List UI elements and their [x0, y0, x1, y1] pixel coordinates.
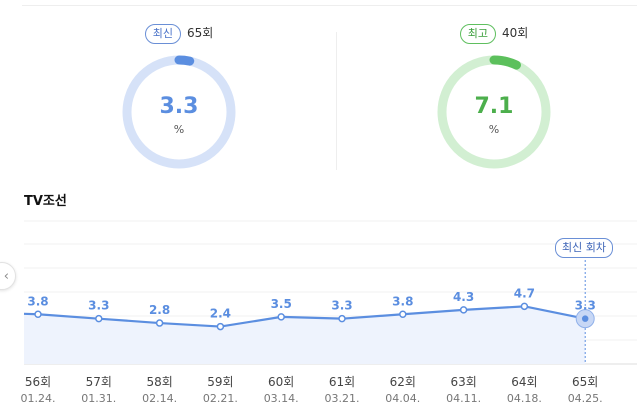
best-rating-header: 최고 40회 [394, 24, 594, 44]
value-label: 3.3 [331, 299, 352, 313]
chart-point [277, 313, 285, 321]
x-label-episode: 58회 [146, 375, 172, 389]
top-divider [22, 5, 637, 6]
latest-episode-tag: 최신 회차 [555, 238, 613, 258]
channel-name: TV조선 [24, 194, 67, 209]
value-label: 3.3 [88, 299, 109, 313]
chart-point [520, 302, 529, 311]
latest-rating-card: 최신 65회 3.3 % [79, 22, 279, 172]
x-label-episode: 63회 [450, 375, 476, 389]
chart-point [216, 322, 225, 331]
x-label-date: 02.21. [203, 392, 238, 405]
value-label: 3.3 [575, 299, 596, 313]
best-rating-ring [437, 55, 551, 169]
chart-point [399, 310, 407, 319]
best-ring-progress [437, 55, 551, 169]
latest-rating-header: 최신 65회 [79, 24, 279, 44]
chart-point [581, 315, 589, 322]
x-label-episode: 62회 [390, 375, 416, 389]
chart-x-labels: 56회 01.24. 57회 01.31. 58회 02.14. 59회 02.21. 60회 0… [21, 375, 603, 405]
x-label-episode: 57회 [86, 375, 112, 389]
chart-points [34, 302, 595, 331]
latest-rating-ring [122, 55, 236, 169]
best-badge: 최고 [459, 24, 496, 44]
chart-point [95, 314, 103, 323]
value-label: 3.5 [271, 297, 292, 311]
chart-point [34, 310, 42, 319]
latest-ring-progress [122, 55, 236, 169]
x-label-date: 04.04. [385, 392, 420, 405]
x-label-episode: 56회 [25, 375, 51, 389]
chart-area-fill [24, 306, 586, 364]
latest-rating-value: 3.3 [159, 94, 199, 119]
x-label-episode: 64회 [511, 375, 537, 389]
x-label-date: 04.25. [568, 392, 603, 405]
chart-value-labels: 3.8 3.3 2.8 2.4 3.5 3.3 3.8 4.3 4.7 3.3 [27, 286, 595, 320]
x-label-date: 03.21. [325, 392, 360, 405]
x-label-episode: 60회 [268, 375, 294, 389]
latest-badge: 최신 [144, 24, 181, 44]
chart-point [155, 319, 164, 327]
value-label: 4.7 [514, 286, 535, 300]
best-rating-value: 7.1 [474, 94, 514, 119]
x-label-date: 03.14. [264, 392, 299, 405]
latest-rating-unit: % [173, 123, 185, 136]
x-label-date: 04.18. [507, 392, 542, 405]
x-label-episode: 59회 [207, 375, 233, 389]
x-label-episode: 61회 [329, 375, 355, 389]
x-label-date: 01.24. [21, 392, 56, 405]
x-label-episode: 65회 [572, 375, 598, 389]
latest-episode: 65회 [186, 26, 214, 40]
value-label: 3.8 [392, 294, 413, 308]
x-label-date: 01.31. [81, 392, 116, 405]
chart-point [459, 306, 468, 314]
best-rating-card: 최고 40회 7.1 % [394, 22, 594, 172]
best-rating-unit: % [488, 123, 500, 136]
best-episode: 40회 [501, 26, 529, 40]
value-label: 2.8 [149, 303, 170, 317]
chart-point [338, 314, 346, 323]
stat-divider [336, 32, 337, 170]
value-label: 3.8 [27, 294, 48, 308]
x-label-date: 04.11. [446, 392, 481, 405]
value-label: 4.3 [453, 290, 474, 304]
x-label-date: 02.14. [142, 392, 177, 405]
value-label: 2.4 [210, 307, 231, 321]
